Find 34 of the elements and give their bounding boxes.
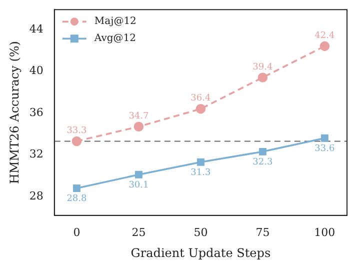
point: [258, 72, 268, 82]
legend-label: Avg@12: [93, 33, 136, 44]
x-tick-label: 75: [256, 226, 270, 239]
data-label: 33.3: [66, 126, 88, 136]
x-axis-title: Gradient Update Steps: [130, 246, 271, 260]
point: [320, 134, 328, 142]
x-tick-label: 100: [314, 226, 336, 239]
x-tick-label: 25: [132, 226, 146, 239]
data-label: 28.8: [66, 194, 88, 204]
y-tick-label: 28: [29, 189, 44, 202]
data-label: 32.3: [252, 158, 273, 168]
point: [72, 184, 80, 192]
data-label: 36.4: [190, 94, 211, 104]
point: [320, 41, 330, 52]
data-label: 42.4: [314, 31, 335, 42]
point: [72, 136, 82, 146]
y-tick-label: 40: [29, 64, 44, 78]
x-tick-label: 0: [73, 226, 80, 239]
data-label: 33.6: [314, 144, 335, 154]
data-label: 30.1: [128, 180, 149, 190]
x-tick-label: 50: [194, 226, 208, 239]
y-tick-label: 44: [29, 22, 44, 36]
point: [134, 170, 142, 178]
data-label: 34.7: [128, 111, 149, 122]
y-axis-title: HMMT26 Accuracy (%): [7, 41, 22, 184]
legend-label: Maj@12: [94, 16, 136, 28]
y-tick-label: 32: [29, 148, 44, 161]
point: [258, 148, 266, 156]
data-label: 31.3: [190, 168, 211, 178]
point: [134, 122, 144, 132]
point: [196, 104, 206, 114]
data-label: 39.4: [252, 62, 273, 72]
point: [196, 158, 204, 166]
y-tick-label: 36: [29, 106, 44, 119]
